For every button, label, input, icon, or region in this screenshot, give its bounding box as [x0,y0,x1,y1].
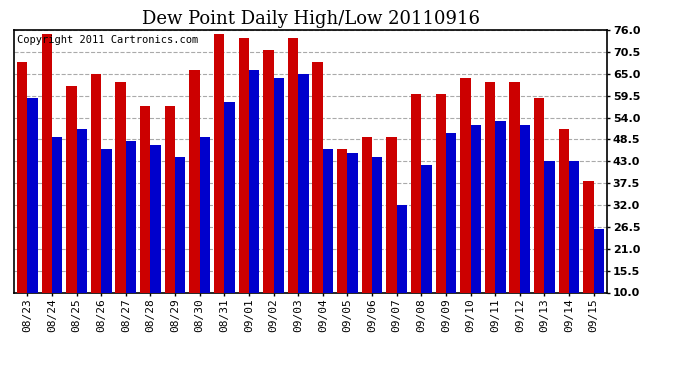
Bar [509,82,520,292]
Bar [435,94,446,292]
Bar [199,137,210,292]
Bar [101,149,112,292]
Bar [411,94,422,292]
Bar [544,161,555,292]
Bar [165,106,175,292]
Bar [569,161,580,292]
Bar [559,129,569,292]
Bar [249,70,259,292]
Bar [41,34,52,292]
Bar [348,153,358,292]
Bar [593,229,604,292]
Bar [372,157,382,292]
Bar [66,86,77,292]
Bar [337,149,348,292]
Bar [386,137,397,292]
Bar [273,78,284,292]
Text: Copyright 2011 Cartronics.com: Copyright 2011 Cartronics.com [17,35,198,45]
Bar [224,102,235,292]
Bar [263,50,273,292]
Bar [52,137,62,292]
Bar [214,34,224,292]
Bar [28,98,38,292]
Bar [126,141,136,292]
Bar [313,62,323,292]
Bar [583,181,593,292]
Bar [534,98,544,292]
Bar [422,165,432,292]
Bar [362,137,372,292]
Bar [189,70,199,292]
Bar [495,122,506,292]
Bar [17,62,28,292]
Bar [471,126,481,292]
Bar [520,126,530,292]
Bar [397,205,407,292]
Bar [485,82,495,292]
Bar [323,149,333,292]
Title: Dew Point Daily High/Low 20110916: Dew Point Daily High/Low 20110916 [141,10,480,28]
Bar [150,146,161,292]
Bar [460,78,471,292]
Bar [175,157,186,292]
Bar [115,82,126,292]
Bar [298,74,308,292]
Bar [288,38,298,292]
Bar [77,129,87,292]
Bar [140,106,150,292]
Bar [446,134,456,292]
Bar [91,74,101,292]
Bar [239,38,249,292]
